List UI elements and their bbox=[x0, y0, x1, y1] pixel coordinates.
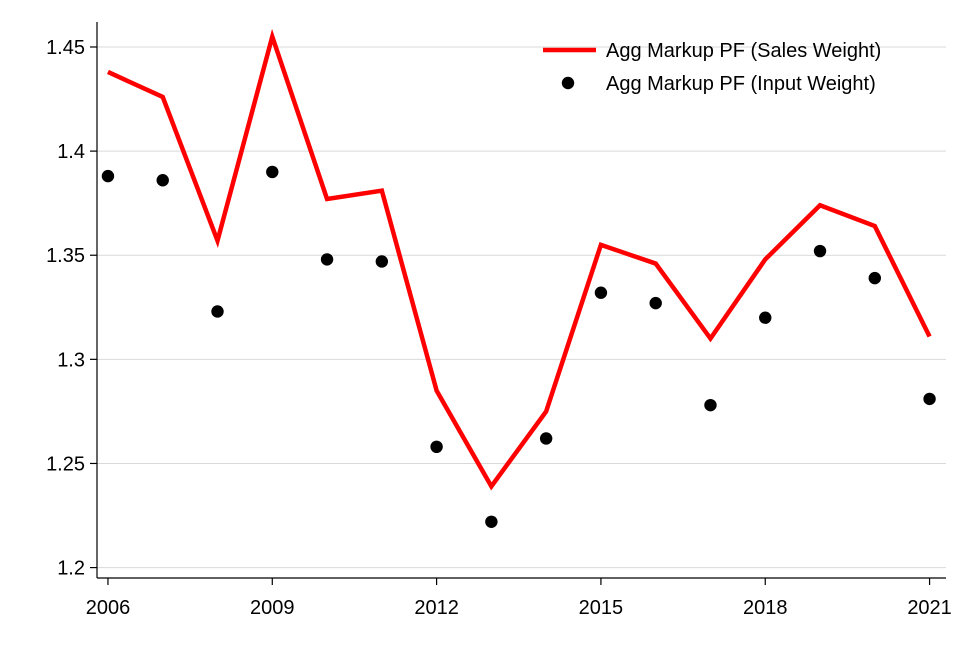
x-tick-label: 2012 bbox=[414, 597, 459, 619]
data-point-input-weight bbox=[211, 305, 224, 318]
legend-label-input-weight: Agg Markup PF (Input Weight) bbox=[606, 73, 876, 95]
series-layer bbox=[101, 28, 936, 528]
data-point-input-weight bbox=[156, 174, 169, 187]
data-point-input-weight bbox=[594, 286, 608, 299]
legend-label-sales-weight: Agg Markup PF (Sales Weight) bbox=[606, 40, 881, 62]
gridlines bbox=[97, 46, 946, 569]
data-point-input-weight bbox=[649, 296, 662, 310]
x-tick-label: 2006 bbox=[86, 597, 131, 619]
data-point-input-weight bbox=[266, 165, 279, 179]
data-point-input-weight bbox=[101, 169, 115, 183]
x-tick-label: 2015 bbox=[579, 597, 624, 619]
y-tick-label: 1.3 bbox=[57, 349, 85, 371]
x-axis-ticks: 2006 2009 2012 2015 2018 2021 bbox=[86, 578, 952, 619]
data-point-input-weight bbox=[539, 432, 553, 445]
data-point-input-weight bbox=[320, 253, 334, 266]
y-axis-ticks: 1.2 1.25 1.3 1.35 1.4 1.45 bbox=[46, 37, 97, 580]
data-point-input-weight bbox=[704, 398, 717, 412]
data-point-input-weight bbox=[923, 392, 936, 406]
legend: Agg Markup PF (Sales Weight) Agg Markup … bbox=[543, 40, 881, 95]
axes bbox=[96, 22, 946, 579]
y-tick-label: 1.25 bbox=[46, 453, 85, 475]
data-point-input-weight bbox=[759, 311, 772, 324]
data-point-input-weight bbox=[485, 515, 498, 528]
data-point-input-weight bbox=[430, 440, 443, 454]
y-tick-label: 1.4 bbox=[57, 141, 85, 163]
x-tick-label: 2009 bbox=[250, 597, 295, 619]
x-tick-label: 2018 bbox=[743, 597, 788, 619]
y-tick-label: 1.45 bbox=[46, 37, 85, 59]
series-line-sales-weight bbox=[107, 28, 932, 491]
y-tick-label: 1.2 bbox=[57, 558, 85, 580]
data-point-input-weight bbox=[375, 255, 389, 268]
data-point-input-weight bbox=[813, 244, 827, 258]
data-point-input-weight bbox=[868, 271, 881, 285]
x-tick-label: 2021 bbox=[907, 597, 952, 619]
y-tick-label: 1.35 bbox=[46, 245, 85, 267]
legend-swatch-input-weight bbox=[561, 76, 575, 90]
